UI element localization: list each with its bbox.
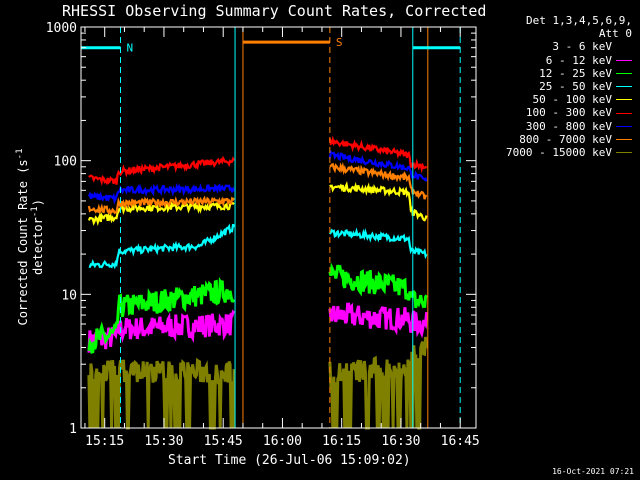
legend-label: 25 - 50 keV bbox=[539, 80, 612, 94]
series-1-segment-1 bbox=[328, 302, 429, 339]
legend-swatch bbox=[616, 59, 632, 61]
series-4-segment-0 bbox=[87, 199, 235, 227]
chart-title: RHESSI Observing Summary Count Rates, Co… bbox=[62, 2, 487, 20]
legend-swatch bbox=[616, 138, 632, 140]
series-layer bbox=[87, 135, 429, 430]
legend: Det 1,3,4,5,6,9, Att 0 3 - 6 keV 6 - 12 k… bbox=[492, 14, 632, 159]
legend-entry-7: 800 - 7000 keV bbox=[492, 133, 632, 146]
legend-entry-8: 7000 - 15000 keV bbox=[492, 146, 632, 159]
series-6-segment-1 bbox=[328, 149, 428, 182]
legend-label: 7000 - 15000 keV bbox=[506, 146, 612, 160]
legend-entry-4: 50 - 100 keV bbox=[492, 93, 632, 106]
legend-entries: 3 - 6 keV 6 - 12 keV 12 - 25 keV 25 - 50 ke… bbox=[492, 40, 632, 159]
series-3-segment-1 bbox=[328, 227, 428, 260]
plot-frame bbox=[80, 26, 477, 429]
x-tick-label: 15:30 bbox=[144, 434, 183, 449]
series-8-segment-1 bbox=[328, 336, 429, 430]
y-axis-label-end: ) bbox=[31, 199, 45, 207]
y-tick-label: 10 bbox=[61, 288, 77, 303]
y-axis-label: Corrected Count Rate (s-1 detector-1) bbox=[15, 132, 45, 342]
series-7-segment-1 bbox=[329, 161, 428, 200]
legend-label: 300 - 800 keV bbox=[525, 119, 612, 133]
timestamp: 16-Oct-2021 07:21 bbox=[552, 467, 634, 476]
series-8-segment-0 bbox=[87, 357, 236, 430]
legend-entry-2: 12 - 25 keV bbox=[492, 67, 632, 80]
legend-entry-3: 25 - 50 keV bbox=[492, 80, 632, 93]
x-tick-label: 16:45 bbox=[441, 434, 480, 449]
x-tick-label: 15:15 bbox=[85, 434, 124, 449]
y-tick-label: 100 bbox=[54, 155, 77, 170]
series-7-segment-0 bbox=[87, 195, 235, 216]
y-tick-label: 1 bbox=[69, 422, 77, 437]
legend-label: 800 - 7000 keV bbox=[519, 132, 612, 146]
y-axis-label-main: Corrected Count Rate (s bbox=[16, 159, 30, 326]
legend-swatch bbox=[616, 86, 632, 88]
axes-layer: 1 10 100 1000 15:15 15:30 15:45 16:00 16:15 16:30… bbox=[46, 21, 480, 449]
series-2-segment-1 bbox=[328, 262, 428, 309]
legend-label: 3 - 6 keV bbox=[552, 40, 612, 54]
series-5-segment-0 bbox=[88, 155, 236, 187]
legend-header-line-1: Det 1,3,4,5,6,9, bbox=[526, 14, 632, 27]
y-axis-label-exponent-2: -1 bbox=[30, 206, 40, 218]
y-axis-label-mid: detector bbox=[31, 217, 45, 275]
legend-label: 100 - 300 keV bbox=[525, 106, 612, 120]
x-tick-label: 16:00 bbox=[263, 434, 302, 449]
x-tick-label: 16:30 bbox=[381, 434, 420, 449]
series-3-segment-0 bbox=[88, 223, 236, 270]
legend-label: 12 - 25 keV bbox=[539, 66, 612, 80]
series-4-segment-1 bbox=[328, 180, 428, 222]
legend-entry-1: 6 - 12 keV bbox=[492, 54, 632, 67]
legend-header-line-2: Att 0 bbox=[598, 27, 632, 41]
series-5-segment-1 bbox=[328, 135, 428, 174]
legend-swatch bbox=[616, 125, 632, 127]
legend-label: 50 - 100 keV bbox=[532, 93, 612, 107]
y-tick-label: 1000 bbox=[46, 21, 77, 36]
legend-entry-5: 100 - 300 keV bbox=[492, 106, 632, 119]
legend-swatch bbox=[616, 112, 632, 114]
x-axis-label: Start Time (26-Jul-06 15:09:02) bbox=[168, 453, 411, 468]
x-tick-label: 16:15 bbox=[322, 434, 361, 449]
legend-entry-0: 3 - 6 keV bbox=[492, 40, 632, 53]
annotation-label-1: S bbox=[336, 36, 343, 49]
legend-swatch bbox=[616, 46, 632, 48]
legend-swatch bbox=[616, 99, 632, 101]
legend-swatch bbox=[616, 152, 632, 154]
series-6-segment-0 bbox=[87, 182, 236, 205]
y-axis-label-exponent-1: -1 bbox=[15, 148, 25, 160]
x-tick-label: 15:45 bbox=[204, 434, 243, 449]
legend-entry-6: 300 - 800 keV bbox=[492, 120, 632, 133]
legend-swatch bbox=[616, 72, 632, 74]
series-2-segment-0 bbox=[87, 276, 236, 354]
legend-label: 6 - 12 keV bbox=[545, 53, 612, 67]
annotation-label-0: N bbox=[127, 42, 134, 55]
